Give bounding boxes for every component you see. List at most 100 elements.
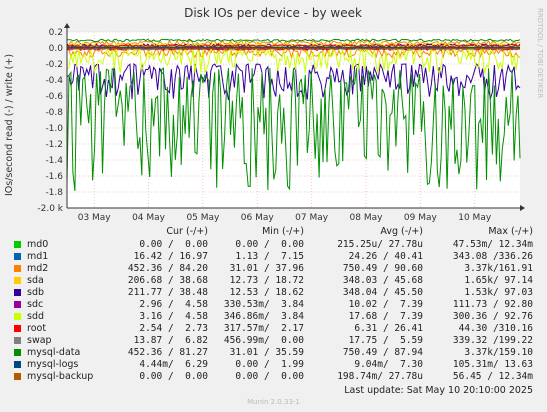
legend-swatch [14,373,21,380]
legend-max-value: 44.30 /310.16 [458,323,533,334]
y-tick-label: -1.0 [45,124,63,134]
legend-swatch [14,289,21,296]
legend-series-name: root [27,323,47,334]
legend-cur-value: 211.77 / 38.48 [127,287,208,298]
legend-series-name: mysql-backup [27,371,94,382]
legend-row: md1 16.42 / 16.97 1.13 / 7.15 24.26 / 40.41… [0,251,547,263]
header-cur: Cur (-/+) [166,226,208,237]
y-axis-arrow [64,23,70,28]
x-tick-label: 07 May [295,213,329,223]
legend-series-name: sdd [27,311,45,322]
legend-row: mysql-logs 4.44m/ 6.29 0.00 / 1.99 9.04m/ 7… [0,359,547,371]
legend-avg-value: 348.03 / 45.68 [342,275,423,286]
legend-max-value: 300.36 / 92.76 [452,311,533,322]
legend-max-value: 105.31m/ 13.63 [452,359,533,370]
legend-cur-value: 3.16 / 4.58 [139,311,208,322]
x-tick-label: 04 May [132,213,166,223]
chart-title: Disk IOs per device - by week [184,6,362,20]
series-line-mysql-data-write [67,38,521,43]
x-tick-label: 05 May [186,213,220,223]
legend-max-value: 111.73 / 92.80 [452,299,533,310]
legend-max-value: 3.37k/161.91 [464,263,533,274]
x-tick-label: 06 May [241,213,275,223]
legend-min-value: 346.86m/ 3.84 [223,311,304,322]
legend-cur-value: 2.54 / 2.73 [139,323,208,334]
legend-avg-value: 750.49 / 87.94 [342,347,423,358]
legend-max-value: 47.53m/ 12.34m [452,239,533,250]
x-tick-label: 10 May [458,213,492,223]
legend-avg-value: 24.26 / 40.41 [348,251,423,262]
legend-series-name: md1 [27,251,49,262]
legend-swatch [14,337,21,344]
legend-avg-value: 9.04m/ 7.30 [354,359,423,370]
legend-row: mysql-data 452.36 / 81.27 31.01 / 35.59 750… [0,347,547,359]
legend-min-value: 330.53m/ 3.84 [223,299,304,310]
header-min: Min (-/+) [262,226,304,237]
x-tick-label: 08 May [350,213,384,223]
legend-cur-value: 4.44m/ 6.29 [139,359,208,370]
y-tick-label: -0.4 [45,76,63,86]
legend-cur-value: 0.00 / 0.00 [139,371,208,382]
x-tick-label: 03 May [78,213,112,223]
legend-row: root 2.54 / 2.73 317.57m/ 2.17 6.31 / 26.41… [0,323,547,335]
legend-min-value: 31.01 / 37.96 [229,263,304,274]
legend-series-name: sdc [27,299,44,310]
legend-min-value: 317.57m/ 2.17 [223,323,304,334]
legend-cur-value: 2.96 / 4.58 [139,299,208,310]
tick-labels: 0.2 0.0 -0.2 -0.4 -0.6 -0.8 -1.0 -1.2 -1.4 -1.6 -1… [37,28,491,223]
legend-swatch [14,265,21,272]
legend-min-value: 0.00 / 0.00 [235,239,304,250]
legend-row: sdc 2.96 / 4.58 330.53m/ 3.84 10.02 / 7.39 1… [0,299,547,311]
legend-series-name: mysql-logs [27,359,79,370]
legend-min-value: 12.73 / 18.72 [229,275,304,286]
x-axis-arrow [520,205,525,211]
y-tick-label: -0.2 [45,60,63,70]
legend-swatch [14,301,21,308]
legend-avg-value: 17.68 / 7.39 [348,311,423,322]
y-tick-label: -1.2 [45,140,63,150]
series-line-root-write [66,44,521,48]
legend-swatch [14,349,21,356]
series-line-md2-write [66,39,521,46]
legend-row: md0 0.00 / 0.00 0.00 / 0.00 215.25u/ 27.78u… [0,239,547,251]
legend-row: sdb 211.77 / 38.48 12.53 / 18.62 348.04 / 4… [0,287,547,299]
legend-series-name: sdb [27,287,45,298]
legend-swatch [14,241,21,248]
legend-swatch [14,253,21,260]
y-tick-label: 0.2 [49,28,63,38]
legend-cur-value: 452.36 / 84.20 [127,263,208,274]
legend-series-name: mysql-data [27,347,81,358]
legend-series-name: swap [27,335,52,346]
plot-area [67,32,520,208]
legend-series-name: sda [27,275,44,286]
legend-avg-value: 10.02 / 7.39 [348,299,423,310]
legend-cur-value: 16.42 / 16.97 [133,251,208,262]
last-update: Last update: Sat May 10 20:10:00 2025 [344,385,533,396]
header-max: Max (-/+) [488,226,533,237]
x-tick-label: 09 May [404,213,438,223]
legend-swatch [14,361,21,368]
y-tick-label: -0.8 [45,108,63,118]
legend-avg-value: 215.25u/ 27.78u [337,239,423,250]
series-line-mysql-logs-write [66,46,521,49]
legend-row: mysql-backup 0.00 / 0.00 0.00 / 0.00 198.74… [0,371,547,383]
y-tick-label: -0.6 [45,92,63,102]
legend-max-value: 3.37k/159.10 [464,347,533,358]
legend-cur-value: 0.00 / 0.00 [139,239,208,250]
legend-min-value: 31.01 / 35.59 [229,347,304,358]
legend-row: sda 206.68 / 38.68 12.73 / 18.72 348.03 / 4… [0,275,547,287]
legend-row: swap 13.87 / 6.82 456.99m/ 0.00 17.75 / 5.5… [0,335,547,347]
y-tick-label: -1.6 [45,172,63,182]
y-tick-label: -1.8 [45,188,63,198]
legend-cur-value: 452.36 / 81.27 [127,347,208,358]
legend-min-value: 0.00 / 0.00 [235,371,304,382]
legend-swatch [14,313,21,320]
legend-max-value: 1.65k/ 97.14 [464,275,533,286]
y-tick-label: 0.0 [49,44,64,54]
legend-avg-value: 750.49 / 90.60 [342,263,423,274]
munin-version: Munin 2.0.33-1 [247,398,300,406]
legend-avg-value: 198.74m/ 27.78u [337,371,423,382]
y-axis-label: IOs/second read (-) / write (+) [4,54,15,196]
legend-min-value: 456.99m/ 0.00 [223,335,304,346]
legend-swatch [14,325,21,332]
